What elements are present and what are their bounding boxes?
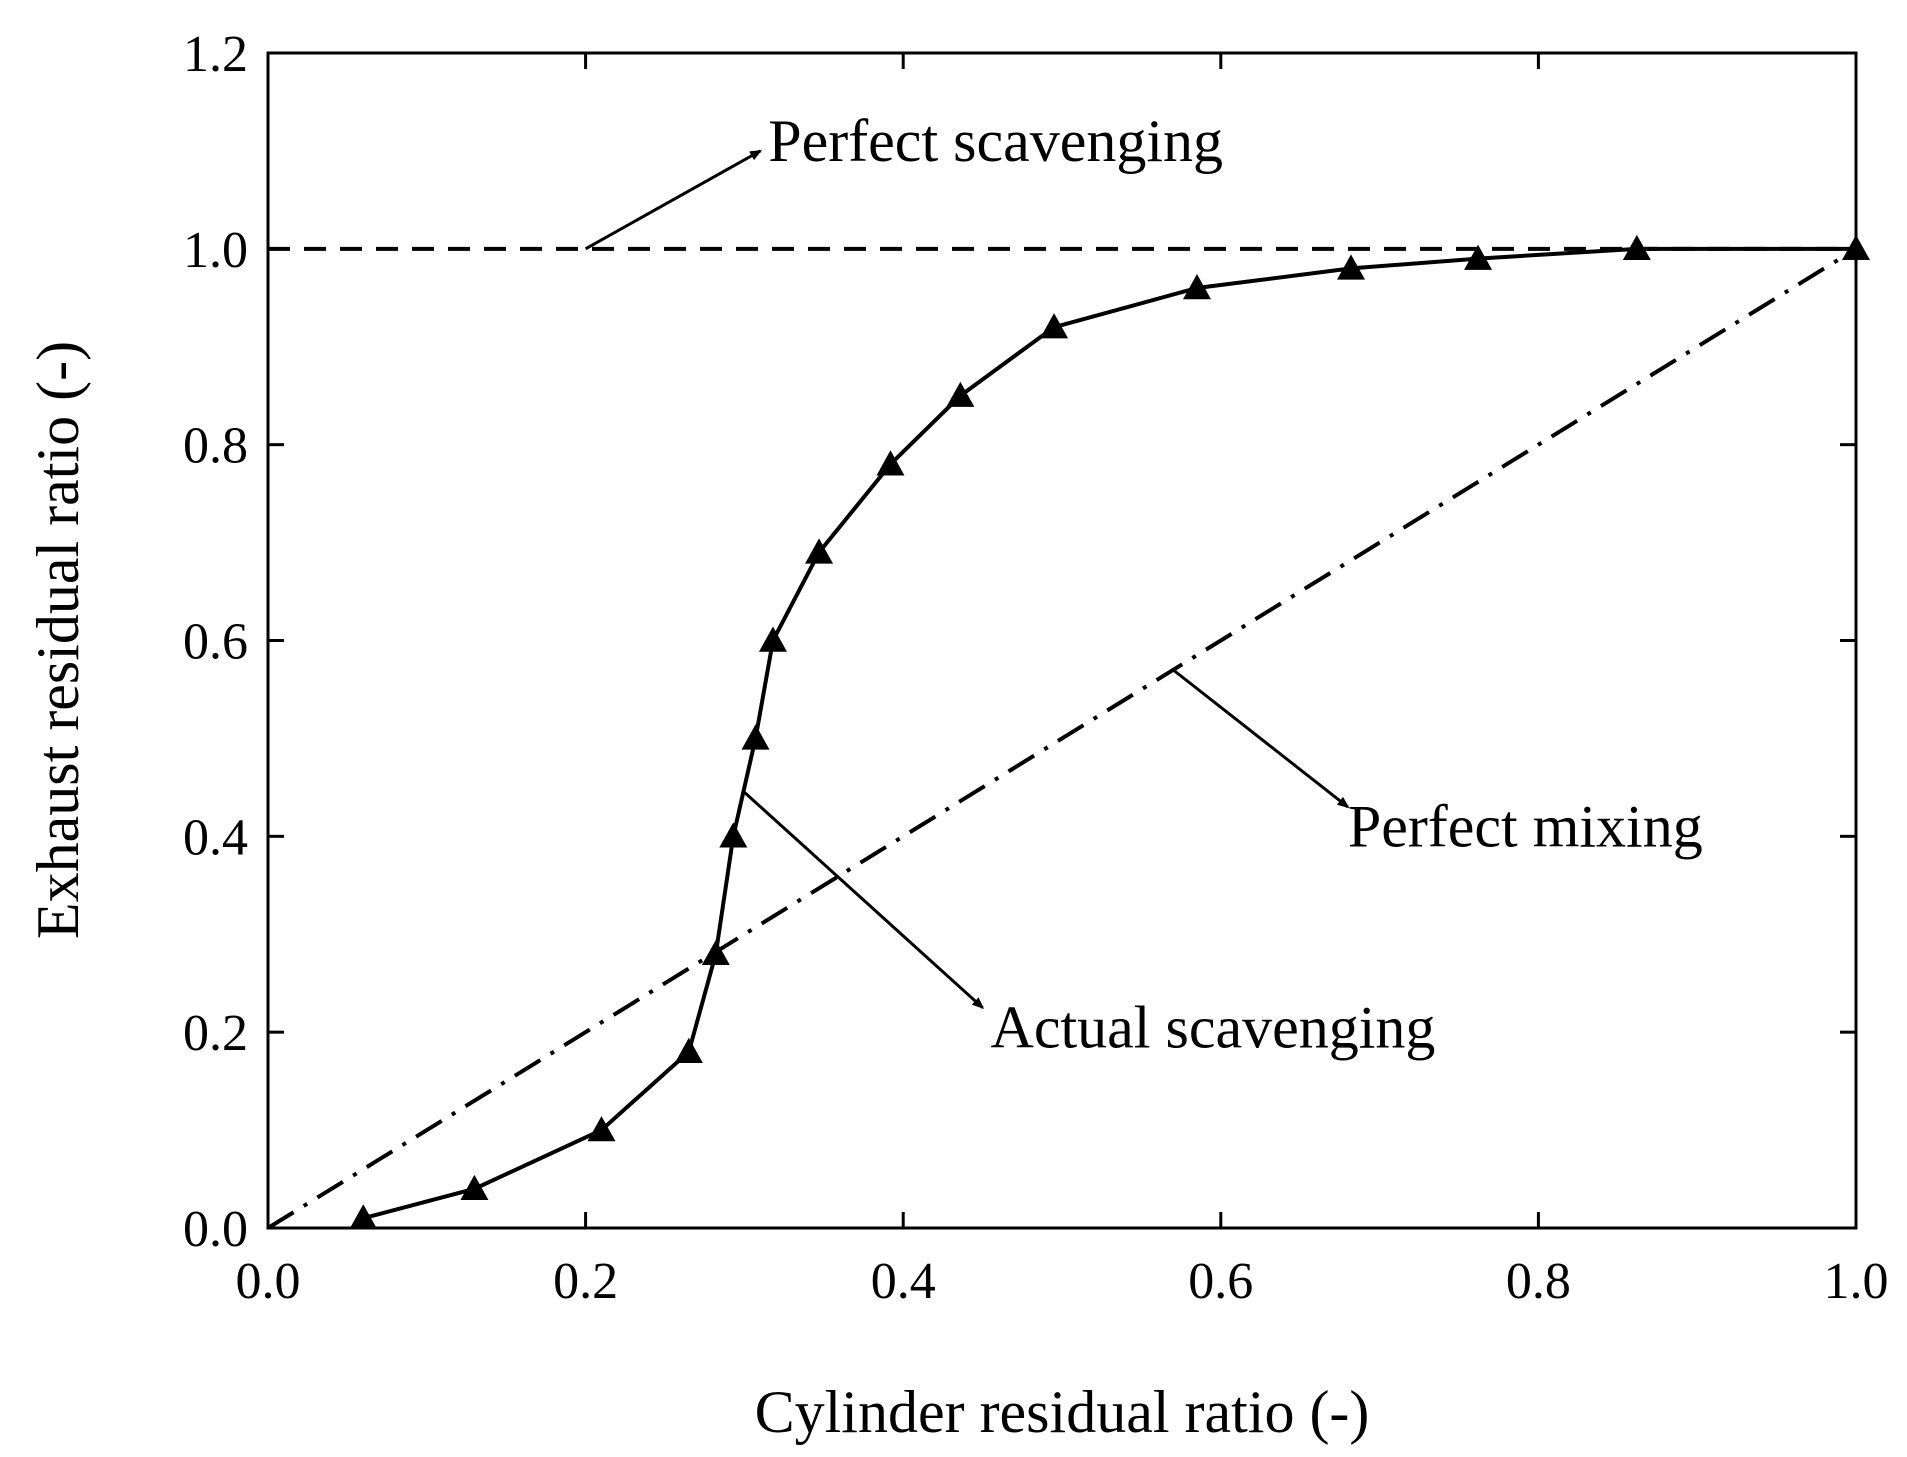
data-point-triangle: [1622, 234, 1651, 261]
data-point-triangle: [674, 1037, 703, 1063]
y-tick-label: 0.6: [183, 614, 248, 671]
marker-group: [349, 234, 1870, 1230]
x-axis-label: Cylinder residual ratio (-): [755, 1379, 1370, 1445]
annotation-label-perfect-mixing: Perfect mixing: [1348, 794, 1703, 860]
x-tick-label: 0.2: [553, 1253, 618, 1310]
data-point-triangle: [1842, 234, 1870, 261]
annotation-arrow-perfect-scavenging: [584, 149, 763, 251]
series-line-perfect-mixing: [266, 247, 1858, 1230]
annotation-arrow-actual-scavenging: [743, 791, 985, 1010]
x-tick-label: 0.6: [1188, 1253, 1253, 1310]
data-point-triangle: [701, 939, 730, 966]
x-tick-label: 0.0: [236, 1253, 301, 1310]
y-tick-label: 0.4: [183, 809, 248, 866]
data-point-triangle: [1040, 313, 1069, 339]
y-tick-label: 1.0: [183, 222, 248, 279]
annotations-group: Perfect scavenging Perfect mixing Actual s…: [584, 108, 1703, 1060]
data-point-triangle: [349, 1204, 378, 1230]
y-tick-label: 0.2: [183, 1005, 248, 1062]
y-axis-label: Exhaust residual ratio (-): [25, 341, 91, 939]
data-point-triangle: [758, 626, 787, 652]
y-tick-label: 1.2: [183, 26, 248, 83]
data-point-triangle: [741, 724, 770, 750]
y-tick-label: 0.0: [183, 1201, 248, 1258]
annotation-label-actual-scavenging: Actual scavenging: [991, 994, 1436, 1060]
y-tick-label: 0.8: [183, 418, 248, 475]
x-tick-label: 0.8: [1506, 1253, 1571, 1310]
data-point-triangle: [1182, 274, 1211, 300]
data-point-triangle: [719, 822, 748, 848]
series-line-actual-scavenging: [362, 246, 1856, 1221]
data-point-triangle: [876, 450, 905, 476]
data-point-triangle: [1464, 244, 1493, 270]
data-point-triangle: [946, 381, 975, 407]
x-tick-label: 0.4: [871, 1253, 936, 1310]
axis-tick-labels: 0.0 0.2 0.4 0.6 0.8 1.0 0.0 0.2 0.4 0.6 0.8 1.0 1.2: [183, 26, 1889, 1310]
x-tick-label: 1.0: [1824, 1253, 1889, 1310]
data-point-triangle: [1337, 254, 1366, 280]
data-point-triangle: [460, 1174, 489, 1201]
data-point-triangle: [587, 1116, 616, 1142]
annotation-label-perfect-scavenging: Perfect scavenging: [768, 108, 1223, 174]
annotation-arrow-perfect-mixing: [1172, 668, 1350, 809]
series-group: [266, 246, 1858, 1230]
data-point-triangle: [805, 538, 834, 564]
